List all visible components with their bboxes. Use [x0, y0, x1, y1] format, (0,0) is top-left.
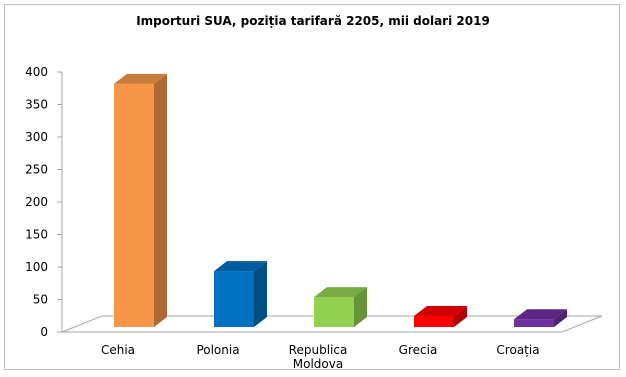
x-category-label: Cehia	[101, 343, 135, 357]
bar-top	[314, 287, 367, 298]
chart-bars	[114, 73, 567, 328]
bar-front	[414, 315, 454, 327]
bar-side	[254, 261, 267, 327]
y-tick-label: 400	[25, 65, 48, 79]
chart-axes	[57, 71, 603, 333]
y-tick-label: 300	[25, 130, 48, 144]
bar-top	[514, 309, 567, 320]
bar-side	[354, 287, 367, 327]
bar-front	[314, 297, 354, 327]
bar-1	[114, 73, 167, 328]
bar-4	[414, 305, 467, 327]
chart-title: Importuri SUA, poziția tarifară 2205, mi…	[136, 14, 490, 28]
x-category-label: Polonia	[196, 343, 239, 357]
y-tick-label: 50	[33, 293, 48, 307]
x-category-label: Republica Moldova	[289, 343, 348, 371]
bar-5	[514, 309, 567, 327]
bar-2	[214, 261, 267, 327]
chart-labels: 0 50 100 150 200 250 300 350 400 Cehia Polonia Repu…	[25, 65, 539, 371]
bar-top	[214, 261, 267, 272]
y-tick-label: 100	[25, 260, 48, 274]
y-tick-label: 0	[40, 325, 48, 339]
chart-floor	[61, 315, 603, 333]
bar-top	[414, 305, 467, 316]
y-tick-label: 150	[25, 228, 48, 242]
bar-front	[114, 83, 154, 328]
bar-front	[214, 271, 254, 327]
y-tick-label: 200	[25, 195, 48, 209]
y-tick-label: 250	[25, 163, 48, 177]
bar-top	[114, 73, 167, 84]
bar-side	[454, 305, 467, 327]
bar-3	[314, 287, 367, 327]
y-tick-label: 350	[25, 98, 48, 112]
x-category-label: Grecia	[399, 343, 438, 357]
chart-frame	[4, 4, 620, 370]
bar-side	[554, 309, 567, 327]
bar-side	[154, 73, 167, 328]
bar-front	[514, 319, 554, 327]
x-category-label: Croația	[496, 343, 539, 357]
